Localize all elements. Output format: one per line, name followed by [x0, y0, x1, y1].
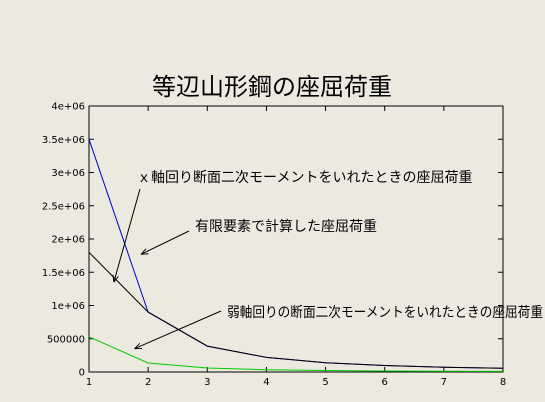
x-tick-label: 2 [145, 377, 151, 388]
plot-frame [88, 105, 504, 373]
x-tick-label: 4 [263, 377, 269, 388]
y-tick-label: 2e+06 [51, 235, 85, 246]
y-tick-label: 2.5e+06 [42, 201, 85, 212]
x-tick-label: 6 [382, 377, 388, 388]
y-tick-label: 1e+06 [51, 301, 85, 312]
annotation-x-axis-label: ｘ軸回り断面二次モーメントをいれたときの座屈荷重 [137, 170, 472, 186]
x-tick-label: 8 [500, 377, 506, 388]
series-layer [88, 139, 504, 372]
y-tick-label: 0 [79, 368, 85, 379]
annotation-arrow-x-axis [114, 188, 141, 282]
y-tick-label: 3.5e+06 [42, 135, 85, 146]
y-tick-label: 500000 [47, 334, 85, 345]
annotations-layer: ｘ軸回り断面二次モーメントをいれたときの座屈荷重 有限要素で計算した座屈荷重 弱… [114, 170, 543, 349]
series-line-2 [88, 251, 504, 369]
chart-title: 等辺山形鋼の座屈荷重 [152, 73, 392, 101]
annotation-fem-label: 有限要素で計算した座屈荷重 [195, 219, 377, 235]
annotation-arrow-fem [141, 230, 190, 254]
x-tick-label: 5 [322, 377, 328, 388]
series-line-3 [88, 336, 504, 372]
y-tick-label: 4e+06 [51, 102, 85, 113]
annotation-arrow-weak-axis [135, 310, 222, 349]
y-tick-label: 3e+06 [51, 168, 85, 179]
x-tick-label: 1 [86, 377, 92, 388]
y-axis: 0 500000 1e+06 1.5e+06 2e+06 2.5e+06 3e+06 3.5e… [42, 102, 503, 379]
annotation-weak-axis-label: 弱軸回りの断面二次モーメントをいれたときの座屈荷重 [227, 305, 543, 321]
x-tick-label: 3 [204, 377, 210, 388]
y-tick-label: 1.5e+06 [42, 268, 85, 279]
x-axis: 1 2 3 4 5 6 7 8 [86, 106, 506, 388]
x-tick-label: 7 [441, 377, 447, 388]
